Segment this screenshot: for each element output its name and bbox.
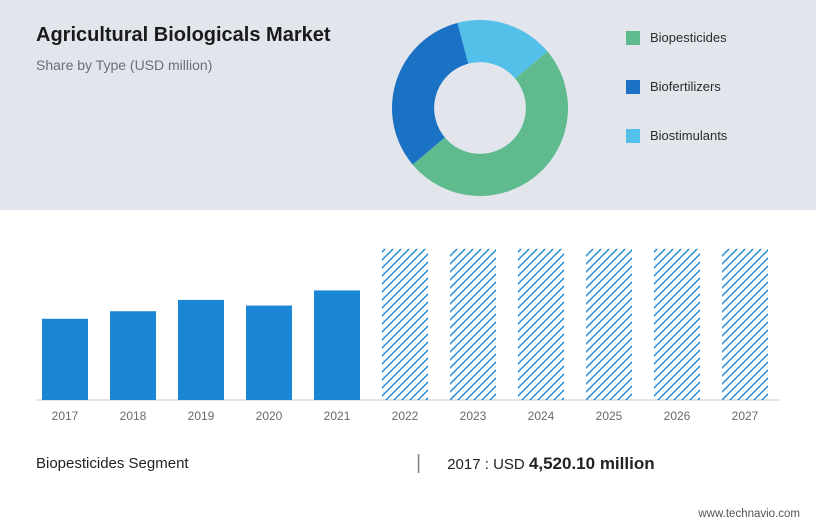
bar-year-label: 2019 — [188, 409, 215, 423]
top-panel: Agricultural Biologicals Market Share by… — [0, 0, 816, 210]
legend-item: Biopesticides — [626, 30, 786, 45]
bar-panel: 2017 2018 2019 2020 2021 2022 2023 2024 2025 2026… — [0, 210, 816, 440]
bar — [246, 306, 292, 400]
bar-year-label: 2022 — [392, 409, 419, 423]
bar-year-label: 2025 — [596, 409, 623, 423]
bar-year-label: 2024 — [528, 409, 555, 423]
footer-divider: | — [416, 452, 421, 475]
bar — [314, 290, 360, 400]
bar-year-label: 2027 — [732, 409, 759, 423]
segment-label: Biopesticides Segment — [36, 455, 406, 472]
bar — [586, 249, 632, 400]
bar — [722, 249, 768, 400]
donut-chart — [380, 8, 580, 208]
footer-row: Biopesticides Segment | 2017 : USD 4,520… — [0, 440, 816, 475]
legend-swatch — [626, 80, 640, 94]
bar-year-label: 2021 — [324, 409, 351, 423]
legend-label: Biopesticides — [650, 30, 727, 45]
bar — [178, 300, 224, 400]
footer-year: 2017 : USD — [447, 456, 529, 473]
legend-item: Biostimulants — [626, 128, 786, 143]
legend-swatch — [626, 31, 640, 45]
bar-year-label: 2020 — [256, 409, 283, 423]
legend-item: Biofertilizers — [626, 79, 786, 94]
bar-year-label: 2018 — [120, 409, 147, 423]
footer-value: 2017 : USD 4,520.10 million — [447, 454, 654, 474]
donut-hole — [434, 62, 526, 154]
page-title: Agricultural Biologicals Market — [36, 24, 376, 47]
bar — [654, 249, 700, 400]
bar-year-label: 2023 — [460, 409, 487, 423]
bar-year-label: 2026 — [664, 409, 691, 423]
bar-chart: 2017 2018 2019 2020 2021 2022 2023 2024 2025 2026… — [36, 230, 780, 430]
bar — [110, 311, 156, 400]
bar — [450, 249, 496, 400]
attribution: www.technavio.com — [698, 508, 800, 520]
legend-label: Biofertilizers — [650, 79, 721, 94]
legend: Biopesticides Biofertilizers Biostimulants — [626, 30, 786, 177]
bar — [518, 249, 564, 400]
bar — [42, 319, 88, 400]
page-subtitle: Share by Type (USD million) — [36, 57, 376, 73]
legend-swatch — [626, 129, 640, 143]
bar — [382, 249, 428, 400]
title-block: Agricultural Biologicals Market Share by… — [36, 24, 376, 198]
footer-bold-value: 4,520.10 million — [529, 454, 655, 473]
legend-label: Biostimulants — [650, 128, 727, 143]
bar-year-label: 2017 — [52, 409, 79, 423]
